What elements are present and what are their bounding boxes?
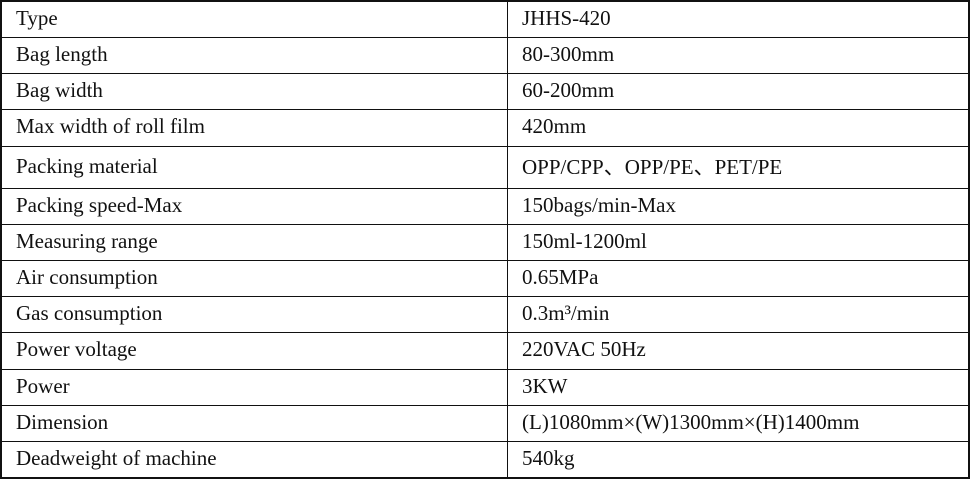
table-row: Packing material OPP/CPP、OPP/PE、PET/PE: [0, 145, 970, 190]
table-row: Deadweight of machine 540kg: [0, 440, 970, 479]
row-label-type: Type: [0, 0, 508, 39]
row-value-type: JHHS-420: [507, 0, 970, 39]
row-value-dimension: (L)1080mm×(W)1300mm×(H)1400mm: [507, 404, 970, 442]
table-row: Air consumption 0.65MPa: [0, 260, 970, 298]
row-value-deadweight: 540kg: [507, 440, 970, 479]
table-row: Power voltage 220VAC 50Hz: [0, 332, 970, 370]
table-row: Max width of roll film 420mm: [0, 109, 970, 147]
row-label-power: Power: [0, 368, 508, 406]
table-row: Power 3KW: [0, 368, 970, 406]
table-row: Measuring range 150ml-1200ml: [0, 224, 970, 262]
table-row: Packing speed-Max 150bags/min-Max: [0, 188, 970, 226]
row-value-power: 3KW: [507, 368, 970, 406]
row-label-gas-consumption: Gas consumption: [0, 296, 508, 334]
row-label-bag-width: Bag width: [0, 73, 508, 111]
row-label-packing-material: Packing material: [0, 145, 508, 190]
row-value-max-width-roll-film: 420mm: [507, 109, 970, 147]
table-row: Bag width 60-200mm: [0, 73, 970, 111]
table-row: Gas consumption 0.3m³/min: [0, 296, 970, 334]
row-value-bag-length: 80-300mm: [507, 37, 970, 75]
row-label-deadweight: Deadweight of machine: [0, 440, 508, 479]
row-label-air-consumption: Air consumption: [0, 260, 508, 298]
row-value-gas-consumption: 0.3m³/min: [507, 296, 970, 334]
row-value-air-consumption: 0.65MPa: [507, 260, 970, 298]
table-row: Dimension (L)1080mm×(W)1300mm×(H)1400mm: [0, 404, 970, 442]
row-label-packing-speed: Packing speed-Max: [0, 188, 508, 226]
row-value-measuring-range: 150ml-1200ml: [507, 224, 970, 262]
row-label-dimension: Dimension: [0, 404, 508, 442]
row-label-power-voltage: Power voltage: [0, 332, 508, 370]
row-value-power-voltage: 220VAC 50Hz: [507, 332, 970, 370]
row-label-max-width-roll-film: Max width of roll film: [0, 109, 508, 147]
row-label-bag-length: Bag length: [0, 37, 508, 75]
row-value-packing-speed: 150bags/min-Max: [507, 188, 970, 226]
table-row: Bag length 80-300mm: [0, 37, 970, 75]
table-row: Type JHHS-420: [0, 0, 970, 39]
row-value-packing-material: OPP/CPP、OPP/PE、PET/PE: [507, 145, 970, 190]
row-value-bag-width: 60-200mm: [507, 73, 970, 111]
row-label-measuring-range: Measuring range: [0, 224, 508, 262]
